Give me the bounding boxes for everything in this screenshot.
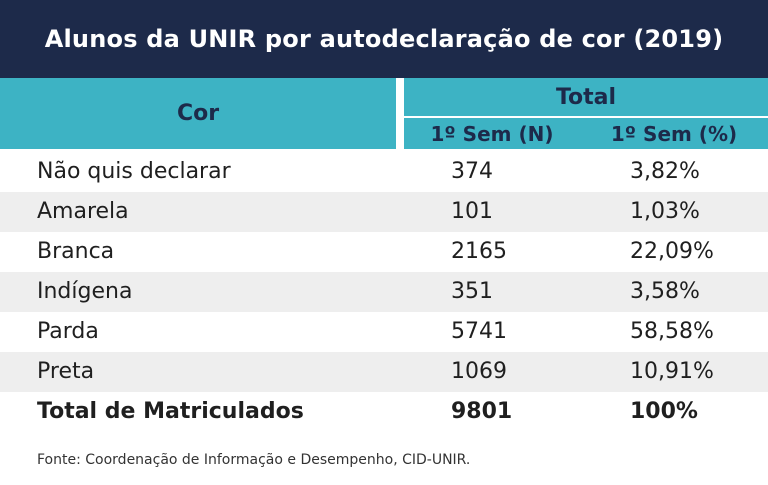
cell-cor: Amarela bbox=[37, 199, 129, 224]
cell-total-n: 9801 bbox=[451, 399, 513, 424]
header-cor-label: Cor bbox=[176, 101, 220, 126]
table-row: Amarela 101 1,03% bbox=[0, 192, 768, 232]
header-divider bbox=[396, 78, 404, 149]
cell-cor: Parda bbox=[37, 319, 99, 344]
header-rule bbox=[404, 116, 768, 118]
cell-total-label: Total de Matriculados bbox=[37, 399, 304, 424]
table-row: Não quis declarar 374 3,82% bbox=[0, 152, 768, 192]
cell-n: 351 bbox=[451, 279, 493, 304]
cell-n: 1069 bbox=[451, 359, 507, 384]
cell-pct: 10,91% bbox=[630, 359, 714, 384]
header-sub-pct: 1º Sem (%) bbox=[610, 121, 738, 146]
cell-n: 374 bbox=[451, 159, 493, 184]
header-total-cell: Total bbox=[404, 78, 768, 116]
table-row: Branca 2165 22,09% bbox=[0, 232, 768, 272]
cell-n: 101 bbox=[451, 199, 493, 224]
table-row: Preta 1069 10,91% bbox=[0, 352, 768, 392]
cell-pct: 1,03% bbox=[630, 199, 700, 224]
header-total: Total 1º Sem (N) 1º Sem (%) bbox=[404, 78, 768, 149]
header-sub-n: 1º Sem (N) bbox=[430, 121, 554, 146]
header-total-label: Total bbox=[555, 84, 617, 110]
header-cor: Cor bbox=[0, 78, 396, 149]
table-body: Não quis declarar 374 3,82% Amarela 101 … bbox=[0, 152, 768, 432]
cell-pct: 22,09% bbox=[630, 239, 714, 264]
table-row: Indígena 351 3,58% bbox=[0, 272, 768, 312]
cell-cor: Preta bbox=[37, 359, 95, 384]
cell-n: 2165 bbox=[451, 239, 507, 264]
cell-pct: 3,82% bbox=[630, 159, 700, 184]
cell-cor: Branca bbox=[37, 239, 115, 264]
cell-cor: Indígena bbox=[37, 279, 133, 304]
source-note: Fonte: Coordenação de Informação e Desem… bbox=[37, 452, 471, 468]
cell-n: 5741 bbox=[451, 319, 507, 344]
cell-pct: 58,58% bbox=[630, 319, 714, 344]
cell-cor: Não quis declarar bbox=[37, 159, 231, 184]
title-bar: Alunos da UNIR por autodeclaração de cor… bbox=[0, 0, 768, 78]
total-row: Total de Matriculados 9801 100% bbox=[0, 392, 768, 432]
cell-total-pct: 100% bbox=[630, 399, 698, 424]
cell-pct: 3,58% bbox=[630, 279, 700, 304]
table-row: Parda 5741 58,58% bbox=[0, 312, 768, 352]
table-title: Alunos da UNIR por autodeclaração de cor… bbox=[44, 25, 724, 53]
